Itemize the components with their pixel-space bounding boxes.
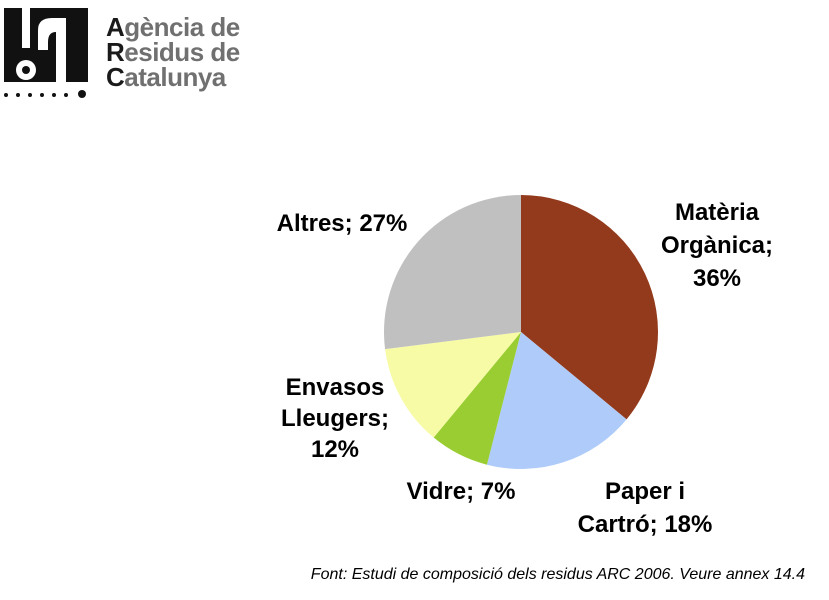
slice-label-materia-organica: Matèria Orgànica; 36% bbox=[661, 199, 773, 292]
logo-text-line-3: Catalunya bbox=[106, 62, 226, 92]
logo-text-line-1: Agència de bbox=[106, 12, 240, 42]
arc-logo: Agència de Residus de Catalunya bbox=[4, 8, 249, 100]
pie-slice-altres bbox=[383, 195, 521, 350]
slice-label-envasos-lleugers: Envasos Lleugers; 12% bbox=[281, 374, 389, 463]
slice-label-paper-i-cartro: Paper i Cartró; 18% bbox=[578, 478, 713, 538]
pie-slice-vidre bbox=[433, 332, 521, 465]
pie-slice-envasos-lleugers bbox=[385, 332, 521, 438]
pie-slice-materia-organica bbox=[521, 195, 659, 420]
arc-logo-mark-icon bbox=[4, 8, 88, 98]
pie-slice-paper-i-cartro bbox=[486, 332, 627, 470]
logo-text-line-2: Residus de bbox=[106, 37, 240, 67]
slice-label-altres: Altres; 27% bbox=[277, 210, 408, 237]
slice-label-vidre: Vidre; 7% bbox=[407, 478, 516, 505]
source-note: Font: Estudi de composició dels residus … bbox=[310, 566, 805, 583]
